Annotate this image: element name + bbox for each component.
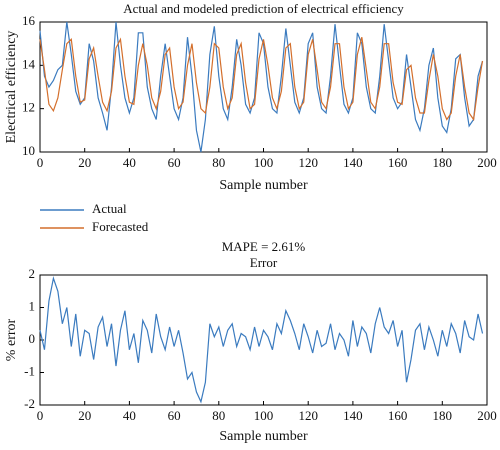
legend-label: Forecasted xyxy=(92,219,149,234)
x-tick-label: 200 xyxy=(477,408,497,423)
x-tick-label: 100 xyxy=(254,155,274,170)
x-tick-label: 180 xyxy=(433,155,453,170)
y-tick-label: -1 xyxy=(24,363,35,378)
y-tick-label: 14 xyxy=(22,56,36,71)
y-tick-label: 16 xyxy=(22,13,36,28)
x-tick-label: 60 xyxy=(168,155,181,170)
x-tick-label: 160 xyxy=(388,408,408,423)
x-tick-label: 20 xyxy=(78,155,91,170)
y-axis-label: Electrical efficiency xyxy=(4,31,19,144)
y-tick-label: 2 xyxy=(29,266,36,281)
y-axis-label: % error xyxy=(4,318,19,361)
legend-label: Actual xyxy=(92,201,127,216)
y-tick-label: 12 xyxy=(22,100,35,115)
x-axis-label: Sample number xyxy=(219,178,308,193)
x-tick-label: 200 xyxy=(477,155,497,170)
x-tick-label: 120 xyxy=(298,155,318,170)
x-tick-label: 20 xyxy=(78,408,91,423)
x-tick-label: 100 xyxy=(254,408,274,423)
data-line xyxy=(39,37,484,122)
x-tick-label: 120 xyxy=(298,408,318,423)
y-tick-label: 0 xyxy=(29,331,36,346)
y-tick-label: -2 xyxy=(24,396,35,411)
plot-frame xyxy=(39,274,488,406)
x-tick-label: 0 xyxy=(37,408,44,423)
x-tick-label: 80 xyxy=(212,155,225,170)
x-tick-label: 40 xyxy=(123,155,136,170)
data-line xyxy=(39,21,484,153)
x-tick-label: 60 xyxy=(168,408,181,423)
x-tick-label: 140 xyxy=(343,408,363,423)
x-tick-label: 0 xyxy=(37,155,44,170)
x-axis-label: Sample number xyxy=(219,429,308,444)
x-tick-label: 40 xyxy=(123,408,136,423)
y-tick-label: 10 xyxy=(22,143,35,158)
y-tick-label: 1 xyxy=(29,298,36,313)
x-tick-label: 160 xyxy=(388,155,408,170)
data-line xyxy=(39,275,484,404)
chart-title: Error xyxy=(250,255,278,270)
x-tick-label: 180 xyxy=(433,408,453,423)
x-tick-label: 80 xyxy=(212,408,225,423)
chart-title: Actual and modeled prediction of electri… xyxy=(123,1,404,16)
annotation: MAPE = 2.61% xyxy=(222,239,306,254)
x-tick-label: 140 xyxy=(343,155,363,170)
